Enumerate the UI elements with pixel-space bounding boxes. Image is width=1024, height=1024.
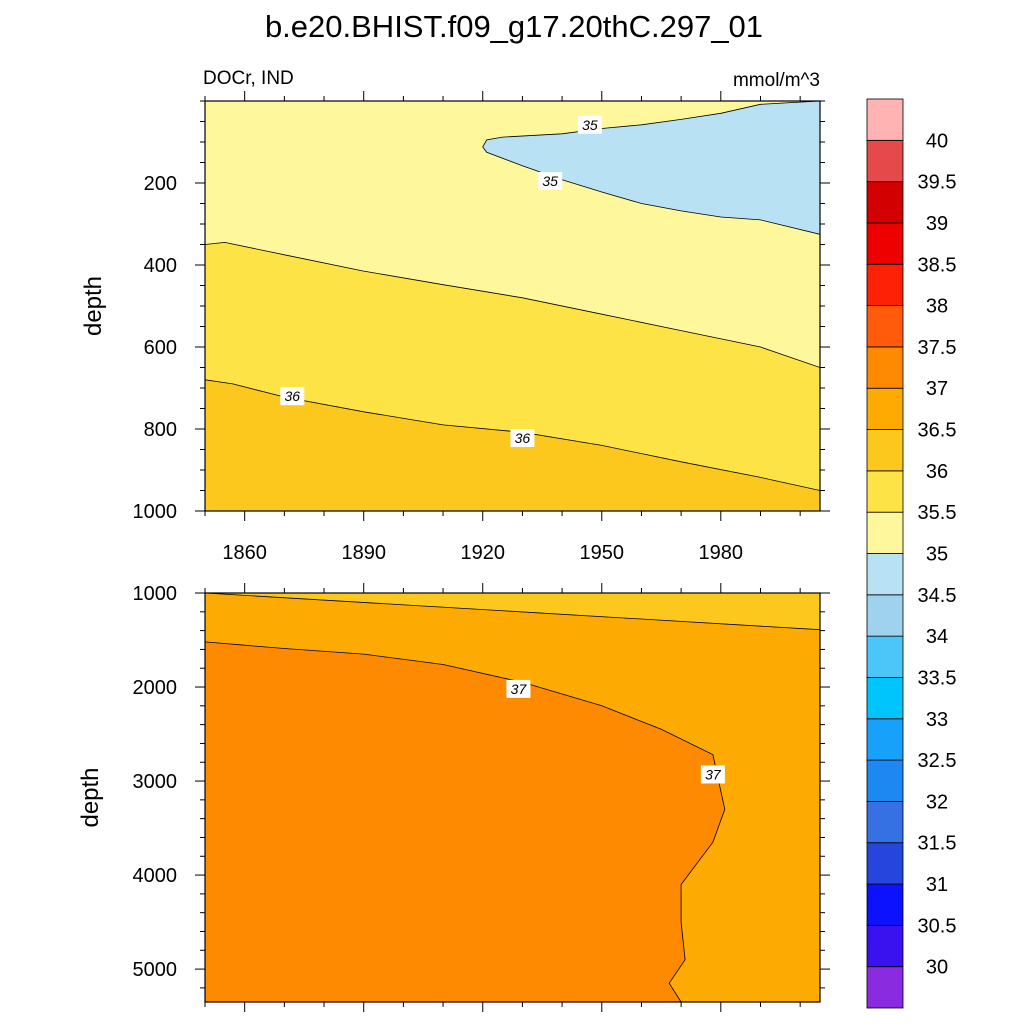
- colorbar-label: 39.5: [918, 172, 957, 194]
- colorbar-cell: [866, 305, 904, 348]
- colorbar-cell: [866, 924, 904, 968]
- contour-label-bg: [506, 679, 531, 698]
- contour-label: 35: [582, 117, 598, 133]
- colorbar-cell: [866, 635, 904, 678]
- y-tick-label: 400: [144, 255, 177, 277]
- contour-label-bg: [510, 429, 535, 448]
- colorbar-label: 31: [926, 874, 948, 896]
- colorbar-label: 35.5: [918, 502, 957, 524]
- colorbar-label: 33: [926, 709, 948, 731]
- colorbar-label: 32.5: [918, 750, 957, 772]
- x-tick-label: 1920: [460, 542, 505, 564]
- colorbar-cell: [866, 842, 904, 885]
- contour-label: 37: [511, 681, 528, 697]
- contour-label-bg: [700, 765, 725, 784]
- contour-fill-region: [482, 101, 820, 235]
- y-tick-label: 1000: [133, 583, 178, 605]
- x-tick-label: 1950: [580, 542, 625, 564]
- colorbar-label: 39: [926, 213, 948, 235]
- colorbar-cell: [866, 677, 904, 720]
- y-tick-label: 800: [144, 419, 177, 441]
- contour-label: 36: [285, 388, 301, 404]
- y-tick-label: 4000: [133, 865, 178, 887]
- y-axis-label: depth: [80, 276, 107, 336]
- colorbar-label: 31.5: [918, 833, 957, 855]
- colorbar-cell: [866, 139, 904, 183]
- y-tick-label: 5000: [133, 959, 178, 981]
- colorbar-cell: [866, 594, 904, 637]
- colorbar-label: 33.5: [918, 667, 957, 689]
- colorbar-cell: [866, 346, 904, 389]
- colorbar: 30 30.5 31 31.5 32 32.5 33 33.5 34 34.5 35 35.5 36 36…: [866, 98, 957, 1009]
- colorbar-cell: [866, 718, 904, 761]
- colorbar-label: 32: [926, 791, 948, 813]
- variable-label: DOCr, IND: [203, 68, 294, 89]
- contour-line: [482, 101, 820, 148]
- colorbar-cell: [866, 966, 904, 1009]
- y-axis-label: depth: [77, 767, 104, 827]
- contour-line: [205, 593, 820, 631]
- colorbar-label: 34: [926, 626, 948, 648]
- colorbar-cell: [866, 222, 904, 265]
- panel-contents: 35 35 36 36: [205, 101, 820, 511]
- colorbar-label: 40: [926, 130, 948, 152]
- y-tick-label: 200: [144, 173, 177, 195]
- colorbar-label: 38.5: [918, 254, 957, 276]
- colorbar-cell: [866, 759, 904, 802]
- colorbar-cell: [866, 553, 904, 596]
- contour-line: [205, 241, 820, 368]
- chart-title: b.e20.BHIST.f09_g17.20thC.297_01: [265, 9, 763, 44]
- contour-label: 37: [705, 766, 722, 782]
- y-tick-label: 1000: [133, 501, 178, 523]
- contour-fill-region: [205, 641, 725, 1002]
- colorbar-label: 35: [926, 544, 948, 566]
- colorbar-cell: [866, 181, 904, 224]
- y-tick-label: 3000: [133, 771, 178, 793]
- colorbar-label: 36: [926, 461, 948, 483]
- colorbar-cell: [866, 429, 904, 472]
- contour-line: [205, 379, 820, 491]
- deep-depth-panel: 37 37 1000 2000 3000 4000 5000 depth: [77, 583, 830, 1012]
- colorbar-cell: [866, 387, 904, 430]
- x-tick-label: 1890: [341, 542, 386, 564]
- x-tick-label: 1980: [699, 542, 744, 564]
- colorbar-cell: [866, 801, 904, 844]
- contour-line: [205, 641, 726, 1002]
- colorbar-cell: [866, 98, 904, 141]
- y-tick-label: 2000: [133, 677, 178, 699]
- units-label: mmol/m^3: [733, 70, 820, 91]
- colorbar-label: 30.5: [918, 915, 957, 937]
- contour-line: [482, 146, 820, 235]
- contour-fill-region: [205, 242, 820, 491]
- colorbar-label: 36.5: [918, 420, 957, 442]
- panel-contents: 37 37: [205, 593, 820, 1002]
- contour-label-bg: [538, 171, 563, 190]
- contour-label: 35: [542, 173, 558, 189]
- colorbar-label: 34.5: [918, 585, 957, 607]
- colorbar-cell: [866, 263, 904, 306]
- contour-label-bg: [577, 115, 602, 134]
- contour-label-bg: [280, 387, 305, 406]
- y-tick-label: 600: [144, 337, 177, 359]
- contour-label: 36: [515, 430, 531, 446]
- colorbar-cell: [866, 470, 904, 513]
- colorbar-cell: [866, 511, 904, 554]
- plot-frame: [204, 592, 821, 1003]
- upper-depth-panel: 35 35 36 36 1860 1890 1920 1950 1980 200 400 600 800…: [80, 91, 830, 564]
- colorbar-label: 30: [926, 957, 948, 979]
- colorbar-label: 38: [926, 296, 948, 318]
- colorbar-label: 37.5: [918, 337, 957, 359]
- colorbar-label: 37: [926, 378, 948, 400]
- colorbar-cell: [866, 883, 904, 926]
- x-tick-label: 1860: [222, 542, 267, 564]
